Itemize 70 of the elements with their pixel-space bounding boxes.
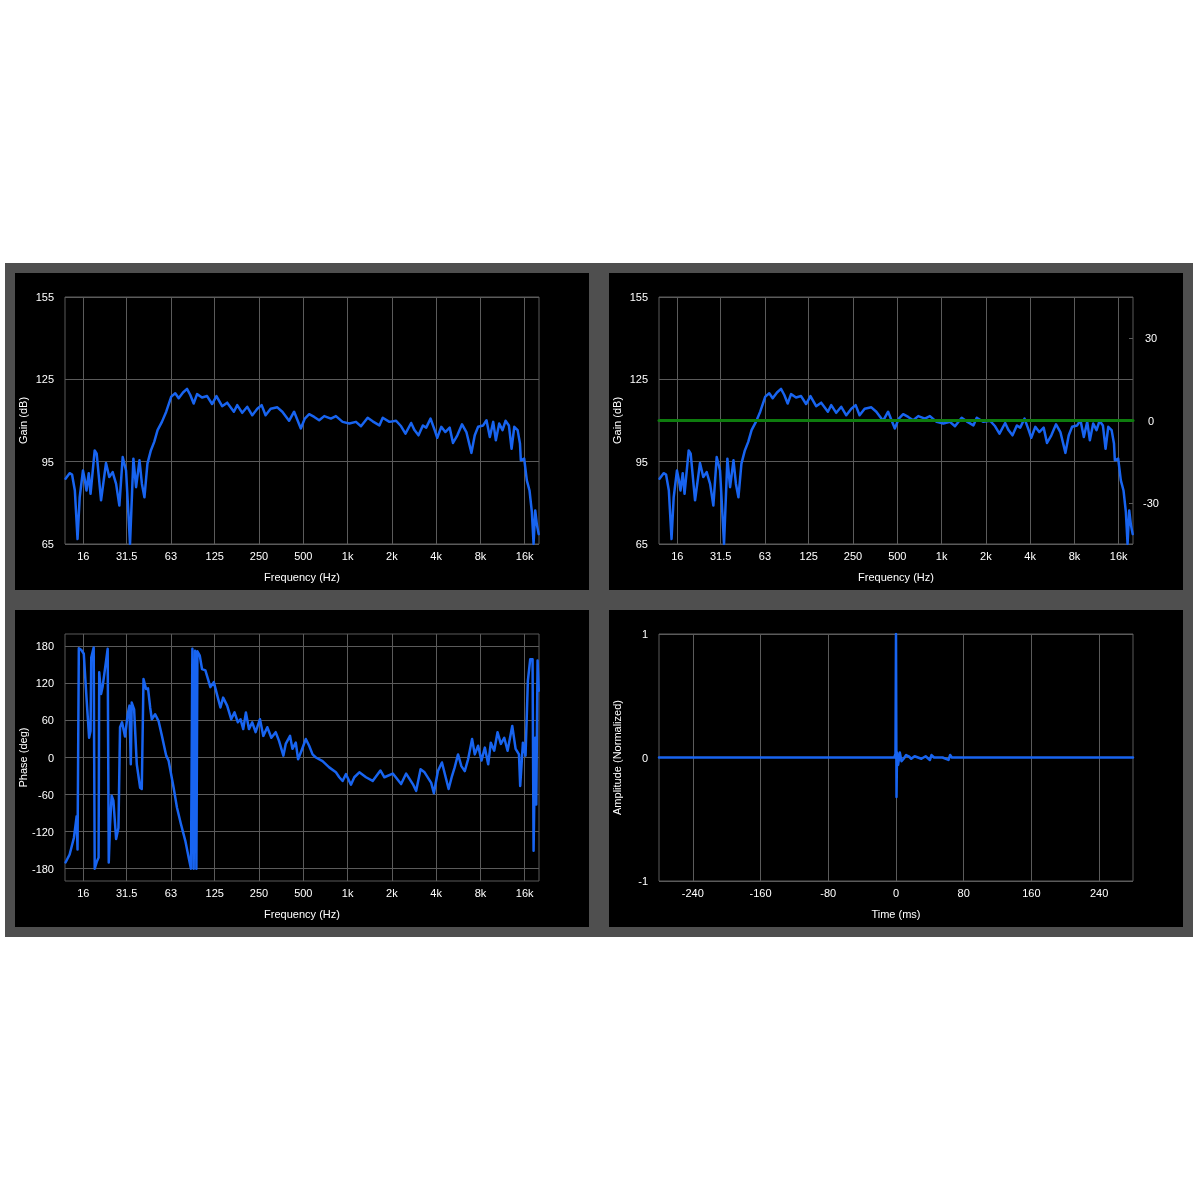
y-tick-label: 60 bbox=[41, 714, 54, 727]
line-series bbox=[657, 632, 1135, 799]
x-tick-label: 125 bbox=[205, 549, 224, 562]
x-tick-label: -240 bbox=[681, 886, 704, 899]
y-axis-title: Gain (dB) bbox=[16, 396, 29, 445]
y-tick-label: 95 bbox=[635, 455, 648, 468]
x-tick-label: 16 bbox=[671, 549, 684, 562]
y-tick-label: 125 bbox=[35, 373, 54, 386]
y-tick-label: -60 bbox=[38, 788, 54, 801]
x-tick-label: 1k bbox=[341, 886, 354, 899]
x-tick-label: 8k bbox=[474, 886, 487, 899]
y-tick-label: 120 bbox=[35, 677, 54, 690]
y-tick-label: 155 bbox=[629, 291, 648, 303]
x-tick-label: 8k bbox=[1068, 549, 1081, 562]
x-tick-label: 2k bbox=[386, 549, 399, 562]
y-tick-label: 0 bbox=[641, 751, 648, 764]
x-tick-label: 16k bbox=[515, 886, 535, 899]
x-tick-label: 250 bbox=[843, 549, 863, 562]
x-tick-label: 1k bbox=[341, 549, 354, 562]
y-tick-label: 0 bbox=[47, 751, 54, 764]
x-tick-label: 125 bbox=[205, 886, 224, 899]
x-axis-title: Frequency (Hz) bbox=[858, 570, 934, 583]
x-tick-label: 500 bbox=[888, 549, 907, 562]
x-axis-title: Frequency (Hz) bbox=[264, 570, 340, 583]
y2-tick-label: -30 bbox=[1143, 496, 1159, 509]
x-axis-title: Frequency (Hz) bbox=[264, 907, 340, 920]
x-tick-label: 500 bbox=[294, 886, 313, 899]
x-tick-label: 63 bbox=[164, 549, 178, 562]
x-tick-label: 240 bbox=[1089, 886, 1109, 899]
x-tick-label: 500 bbox=[294, 549, 313, 562]
x-tick-label: 16 bbox=[77, 549, 90, 562]
x-tick-label: 160 bbox=[1022, 886, 1041, 899]
x-tick-label: 63 bbox=[164, 886, 178, 899]
x-tick-label: 16k bbox=[1109, 549, 1129, 562]
x-tick-label: 2k bbox=[386, 886, 399, 899]
y-tick-label: 125 bbox=[629, 373, 648, 386]
y-tick-label: 95 bbox=[41, 455, 54, 468]
x-tick-label: 1k bbox=[935, 549, 948, 562]
y-tick-label: -1 bbox=[638, 875, 648, 887]
x-tick-label: 63 bbox=[758, 549, 772, 562]
x-tick-label: -80 bbox=[820, 886, 837, 899]
x-tick-label: 80 bbox=[957, 886, 970, 899]
x-tick-label: 4k bbox=[430, 886, 443, 899]
x-tick-label: 4k bbox=[1024, 549, 1037, 562]
x-tick-label: 0 bbox=[892, 886, 900, 899]
y-tick-label: 155 bbox=[35, 291, 54, 303]
y-axis-title: Amplitude (Normalized) bbox=[610, 700, 623, 815]
x-tick-label: 4k bbox=[430, 549, 443, 562]
y-tick-label: -180 bbox=[31, 862, 54, 875]
x-tick-label: 250 bbox=[249, 886, 269, 899]
x-tick-label: 31.5 bbox=[115, 549, 138, 562]
y-tick-label: 65 bbox=[41, 538, 54, 550]
x-tick-label: 8k bbox=[474, 549, 487, 562]
y2-tick-label: 30 bbox=[1144, 332, 1158, 345]
y-axis-title: Gain (dB) bbox=[610, 396, 623, 445]
x-tick-label: 31.5 bbox=[709, 549, 732, 562]
y-tick-label: -120 bbox=[31, 825, 54, 838]
y2-tick-label: 0 bbox=[1147, 414, 1155, 427]
y-tick-label: 180 bbox=[35, 640, 54, 653]
y-axis-title: Phase (deg) bbox=[16, 727, 29, 788]
x-tick-label: 16 bbox=[77, 886, 90, 899]
x-tick-label: 16k bbox=[515, 549, 535, 562]
x-tick-label: 31.5 bbox=[115, 886, 138, 899]
y-tick-label: 65 bbox=[635, 538, 648, 550]
x-tick-label: 125 bbox=[799, 549, 818, 562]
x-tick-label: -160 bbox=[749, 886, 772, 899]
y-tick-label: 1 bbox=[641, 628, 648, 640]
x-axis-title: Time (ms) bbox=[871, 907, 921, 920]
x-tick-label: 250 bbox=[249, 549, 269, 562]
x-tick-label: 2k bbox=[980, 549, 993, 562]
